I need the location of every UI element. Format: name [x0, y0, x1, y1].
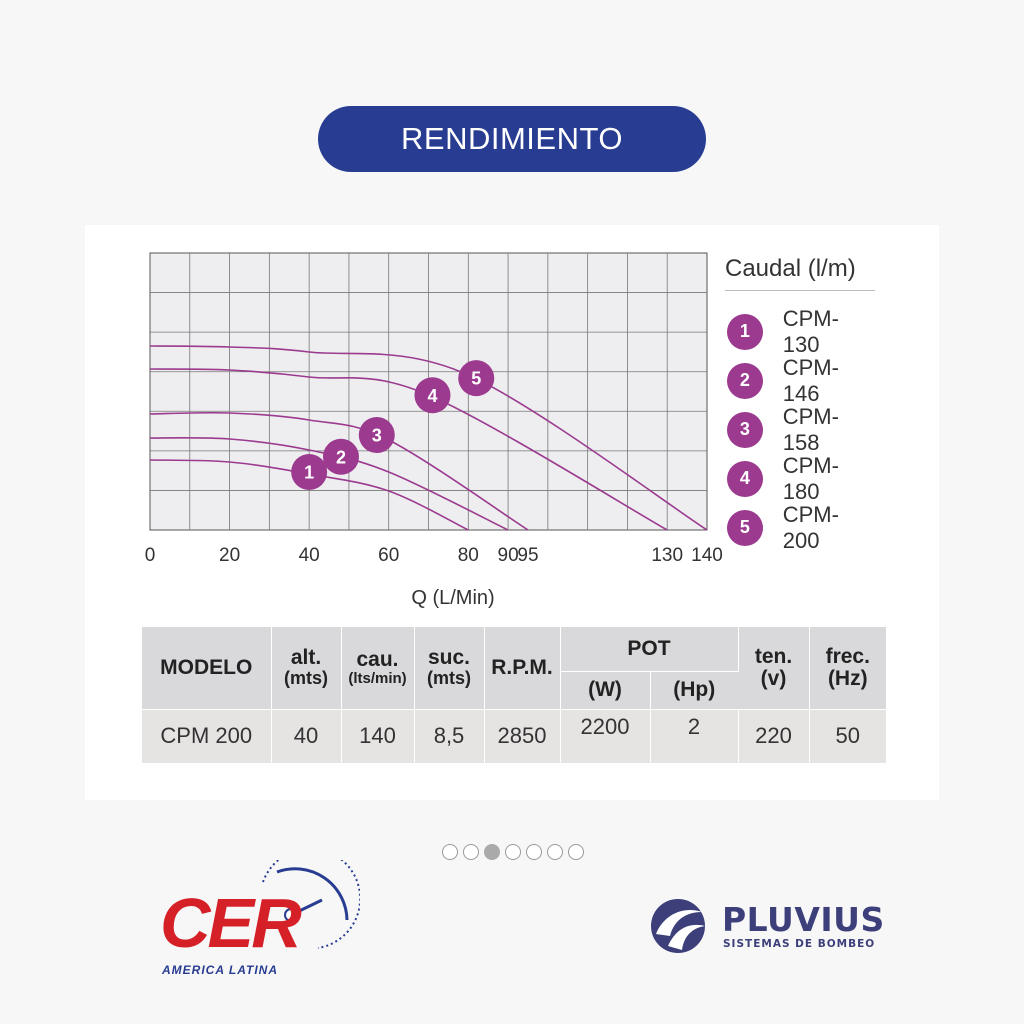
- curve-cpm-180: [149, 368, 668, 531]
- legend-badge: 2: [727, 362, 763, 399]
- x-axis-label: Q (L/Min): [411, 587, 494, 609]
- legend-item: 3 CPM-158: [725, 403, 875, 455]
- x-tick-label: 20: [219, 545, 240, 566]
- chart-badges: 1 2 3 4 5: [291, 360, 495, 490]
- cer-logo-text: CER: [160, 884, 302, 962]
- pluvius-logo-subtitle: SISTEMAS DE BOMBEO: [723, 938, 876, 950]
- pluvius-logo: PLUVIUS SISTEMAS DE BOMBEO: [650, 896, 890, 956]
- header-modelo: MODELO: [142, 627, 272, 709]
- carousel-dot[interactable]: [526, 844, 542, 860]
- header-pot-hp: (Hp): [650, 670, 739, 709]
- legend-label: CPM-146: [782, 354, 839, 406]
- table-row: CPM 200 40 140 8,5 2850 2200 2 220 50: [142, 708, 887, 763]
- cer-gauge-icon: [262, 860, 360, 949]
- chart-legend: Caudal (l/m) 1 CPM-130 2 CPM-146 3 CPM-158 4 CP…: [725, 255, 875, 553]
- chart-curves: [149, 345, 708, 531]
- header-ten-label: ten.: [754, 644, 793, 668]
- header-cau-label: cau.: [356, 647, 399, 671]
- badge-circle: [414, 377, 451, 414]
- carousel-dot[interactable]: [568, 844, 584, 860]
- header-suc-label: suc.: [427, 646, 471, 670]
- carousel-dot[interactable]: [505, 844, 521, 860]
- legend-item: 5 CPM-200: [725, 501, 875, 553]
- badge-number: 4: [427, 386, 437, 406]
- cell-suc: 8,5: [414, 708, 485, 763]
- header-frec-unit: (Hz): [827, 666, 868, 690]
- x-tick-label: 90: [498, 545, 519, 566]
- legend-label: CPM-180: [782, 452, 839, 504]
- curve-badge-4: 4: [414, 377, 451, 414]
- carousel-pagination: [442, 844, 584, 860]
- legend-badge: 1: [727, 313, 763, 350]
- pluvius-swirl-icon: [651, 899, 705, 953]
- header-cau-unit: (lts/min): [348, 669, 407, 687]
- header-alt-label: alt.: [290, 646, 322, 670]
- legend-item: 4 CPM-180: [725, 452, 875, 504]
- x-tick-label: 0: [145, 545, 156, 566]
- legend-item: 1 CPM-130: [725, 305, 875, 357]
- curve-badge-5: 5: [458, 360, 495, 397]
- legend-label: CPM-130: [782, 305, 839, 357]
- header-pot: POT: [560, 627, 739, 671]
- badge-number: 3: [372, 426, 382, 446]
- badge-number: 2: [336, 447, 346, 467]
- x-tick-label: 80: [458, 545, 479, 566]
- section-title: RENDIMIENTO: [318, 106, 706, 172]
- header-suc-unit: (mts): [427, 668, 471, 689]
- legend-item: 2 CPM-146: [725, 354, 875, 406]
- pluvius-logo-name: PLUVIUS: [722, 900, 885, 939]
- header-cau: cau. (lts/min): [341, 627, 415, 709]
- spec-table: MODELO alt. (mts) cau. (lts/min) suc. (m…: [142, 627, 887, 763]
- curve-badge-1: 1: [291, 454, 328, 490]
- cell-alt: 40: [271, 708, 342, 763]
- header-alt-unit: (mts): [284, 668, 328, 689]
- legend-title: Caudal (l/m): [725, 255, 875, 291]
- header-alt: alt. (mts): [271, 627, 342, 709]
- x-tick-label: 95: [517, 545, 538, 566]
- legend-badge: 5: [727, 509, 763, 546]
- cell-modelo: CPM 200: [142, 708, 272, 763]
- curve-badge-2: 2: [322, 438, 359, 475]
- badge-circle: [322, 438, 359, 475]
- x-tick-label: 40: [299, 545, 320, 566]
- carousel-dot[interactable]: [463, 844, 479, 860]
- badge-circle: [458, 360, 495, 397]
- carousel-dot[interactable]: [484, 844, 500, 860]
- legend-badge: 4: [727, 460, 763, 497]
- legend-label: CPM-200: [782, 501, 839, 553]
- x-tick-label: 140: [691, 545, 723, 566]
- carousel-dot[interactable]: [547, 844, 563, 860]
- badge-circle: [291, 454, 328, 490]
- header-ten: ten. (v): [738, 627, 810, 709]
- curve-cpm-200: [149, 345, 708, 531]
- curve-cpm-158: [149, 411, 529, 531]
- cer-logo: CER AMERICA LATINA: [155, 860, 360, 980]
- legend-label: CPM-158: [782, 403, 839, 455]
- carousel-dot[interactable]: [442, 844, 458, 860]
- cell-pot-hp: 2: [650, 708, 739, 763]
- badge-number: 1: [304, 463, 314, 483]
- x-tick-label: 60: [378, 545, 399, 566]
- badge-number: 5: [471, 369, 481, 389]
- header-rpm: R.P.M.: [484, 627, 561, 709]
- chart-grid: [149, 252, 708, 531]
- x-tick-label: 130: [651, 545, 683, 566]
- cer-logo-subtitle: AMERICA LATINA: [162, 963, 278, 977]
- badge-circle: [358, 417, 395, 453]
- header-ten-unit: (v): [760, 666, 787, 690]
- cell-ten: 220: [738, 708, 810, 763]
- cell-cau: 140: [341, 708, 415, 763]
- cell-rpm: 2850: [484, 708, 561, 763]
- header-suc: suc. (mts): [414, 627, 485, 709]
- curve-badge-3: 3: [358, 417, 395, 453]
- header-frec-label: frec.: [825, 644, 870, 668]
- header-pot-w: (W): [560, 670, 651, 709]
- header-frec: frec. (Hz): [809, 627, 887, 709]
- cell-frec: 50: [809, 708, 887, 763]
- cell-pot-w: 2200: [560, 708, 651, 763]
- legend-badge: 3: [727, 411, 763, 448]
- curve-cpm-146: [149, 437, 509, 531]
